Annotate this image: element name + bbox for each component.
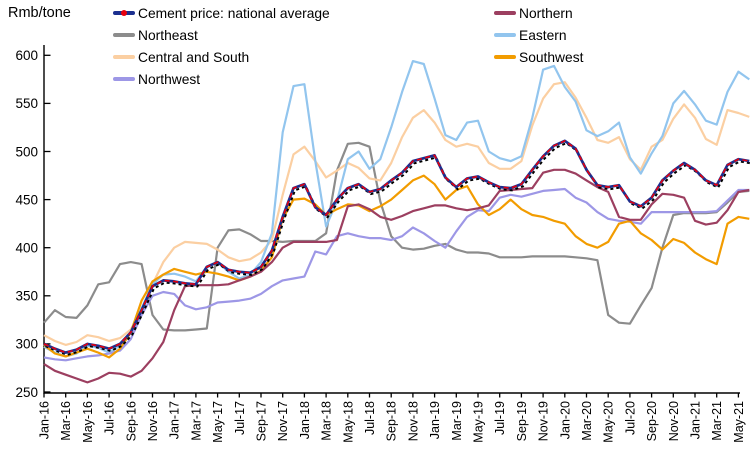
- x-tick-label: Nov-20: [667, 401, 681, 441]
- legend-label: Northern: [519, 5, 573, 21]
- legend-marker: [113, 33, 135, 37]
- x-tick-label: Jan-20: [558, 401, 572, 439]
- legend-label: Northwest: [138, 71, 201, 87]
- x-tick-label: Mar-16: [59, 401, 73, 441]
- legend-marker: [113, 55, 135, 59]
- x-tick-label: Jul-20: [623, 401, 637, 435]
- x-tick-label: Nov-18: [406, 401, 420, 441]
- x-tick-label: Jul-18: [363, 401, 377, 435]
- y-tick-label: 500: [15, 144, 38, 159]
- y-tick-label: 400: [15, 241, 38, 256]
- legend-marker: [113, 77, 135, 81]
- x-tick-label: May-18: [341, 401, 355, 443]
- y-tick-label: 450: [15, 192, 38, 207]
- x-tick-label: Mar-20: [580, 401, 594, 441]
- legend-item-cement-price-national-average: Cement price: national average: [113, 3, 330, 23]
- legend-item-southwest: Southwest: [494, 47, 583, 67]
- legend-label: Central and South: [138, 49, 250, 65]
- y-tick-label: 300: [15, 337, 38, 352]
- y-tick-label: 250: [15, 385, 38, 400]
- legend-marker: [494, 11, 516, 15]
- legend-item-northern: Northern: [494, 3, 573, 23]
- y-tick-label: 350: [15, 289, 38, 304]
- legend-marker-dot: [121, 9, 127, 16]
- series-line-northern: [43, 168, 750, 384]
- series-line-southwest: [43, 174, 750, 359]
- legend-label: Northeast: [138, 27, 198, 43]
- x-tick-label: Sep-17: [255, 401, 269, 441]
- x-tick-label: Jan-17: [168, 401, 182, 439]
- x-tick-label: Jan-19: [428, 401, 442, 439]
- x-tick-label: Nov-16: [146, 401, 160, 441]
- x-tick-label: Jul-17: [233, 401, 247, 435]
- legend-label: Cement price: national average: [138, 5, 330, 21]
- series-line-northeast: [43, 141, 750, 332]
- x-tick-label: Mar-19: [450, 401, 464, 441]
- legend-item-eastern: Eastern: [494, 25, 567, 45]
- x-tick-label: Jan-21: [689, 401, 703, 439]
- y-axis-unit-label: Rmb/tone: [8, 5, 71, 21]
- x-tick-label: Nov-19: [537, 401, 551, 441]
- x-tick-label: May-17: [211, 401, 225, 443]
- x-tick-label: May-16: [81, 401, 95, 443]
- x-tick-label: Jul-19: [493, 401, 507, 435]
- x-tick-label: Sep-19: [515, 401, 529, 441]
- x-tick-label: Sep-18: [385, 401, 399, 441]
- series-line-national: [43, 139, 750, 354]
- legend-item-northeast: Northeast: [113, 25, 198, 45]
- legend-label: Eastern: [519, 27, 567, 43]
- x-tick-label: Nov-17: [276, 401, 290, 441]
- series-line-national-red: [43, 140, 750, 354]
- x-tick-label: Sep-20: [645, 401, 659, 441]
- chart-legend: Cement price: national average Northeast C…: [0, 0, 756, 92]
- x-tick-label: Jul-16: [103, 401, 117, 435]
- legend-marker: [494, 55, 516, 59]
- x-tick-label: Jan-18: [298, 401, 312, 439]
- x-tick-label: May-19: [472, 401, 486, 443]
- x-tick-label: May-21: [732, 401, 746, 443]
- y-tick-label: 600: [15, 48, 38, 63]
- legend-marker: [494, 33, 516, 37]
- legend-item-northwest: Northwest: [113, 69, 200, 89]
- x-tick-label: Jan-16: [38, 401, 52, 439]
- legend-label: Southwest: [519, 49, 584, 65]
- series-line-national-shadow: [45, 141, 751, 356]
- x-tick-label: Mar-18: [320, 401, 334, 441]
- x-tick-label: May-20: [602, 401, 616, 443]
- y-tick-label: 550: [15, 96, 38, 111]
- x-tick-label: Mar-21: [710, 401, 724, 441]
- x-tick-label: Sep-16: [124, 401, 138, 441]
- x-tick-label: Mar-17: [189, 401, 203, 441]
- legend-item-central-and-south: Central and South: [113, 47, 249, 67]
- legend-marker: [113, 9, 135, 16]
